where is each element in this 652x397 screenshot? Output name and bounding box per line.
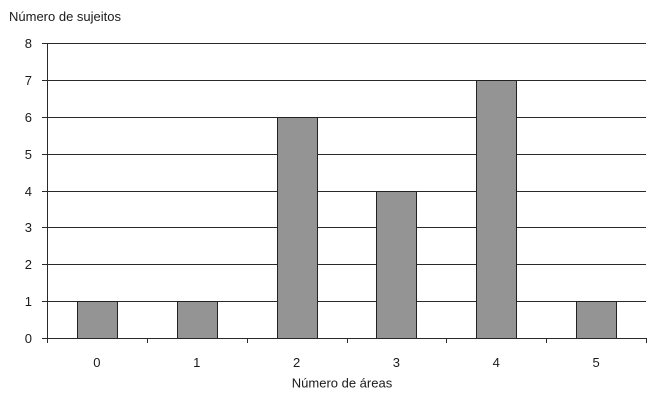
y-tick-label: 7 bbox=[25, 73, 32, 88]
bar bbox=[476, 80, 517, 339]
axes bbox=[47, 43, 647, 343]
x-tick-label: 1 bbox=[193, 355, 200, 370]
bar bbox=[277, 117, 318, 339]
y-tick-label: 3 bbox=[25, 220, 32, 235]
y-tick-label: 5 bbox=[25, 147, 32, 162]
y-tick-label: 1 bbox=[25, 294, 32, 309]
y-tick-labels: 0 1 2 3 4 5 6 7 8 bbox=[25, 36, 32, 346]
x-tick-label: 3 bbox=[393, 355, 400, 370]
y-tick-label: 8 bbox=[25, 36, 32, 51]
y-tick-label: 4 bbox=[25, 184, 32, 199]
bar bbox=[77, 301, 118, 339]
y-axis-title: Número de sujeitos bbox=[9, 9, 121, 24]
x-tick-label: 2 bbox=[293, 355, 300, 370]
x-tick-label: 0 bbox=[93, 355, 100, 370]
y-tick-label: 6 bbox=[25, 110, 32, 125]
x-tick-label: 5 bbox=[592, 355, 599, 370]
bar bbox=[376, 191, 417, 339]
bars bbox=[77, 80, 617, 339]
bar bbox=[177, 301, 218, 339]
gridlines bbox=[42, 43, 646, 339]
bar bbox=[576, 301, 617, 339]
x-axis-title: Número de áreas bbox=[291, 375, 393, 391]
y-tick-label: 0 bbox=[25, 331, 32, 346]
y-tick-label: 2 bbox=[25, 257, 32, 272]
x-tick-labels: 0 1 2 3 4 5 bbox=[93, 355, 599, 370]
x-tick-label: 4 bbox=[493, 355, 500, 370]
